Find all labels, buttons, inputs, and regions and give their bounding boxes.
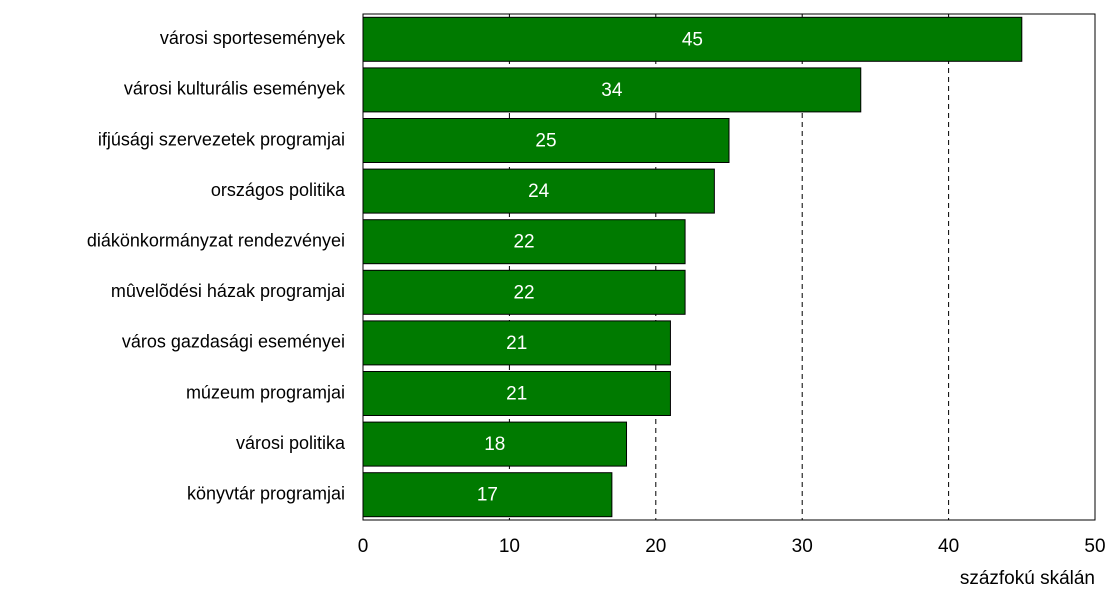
- x-tick-label: 30: [792, 536, 813, 557]
- value-label: 21: [506, 333, 527, 354]
- value-label: 17: [477, 485, 498, 506]
- y-tick-label: könyvtár programjai: [187, 483, 345, 503]
- value-label: 24: [528, 181, 550, 202]
- bar: [362, 371, 671, 416]
- x-tick-label: 0: [358, 536, 369, 557]
- y-tick-label: város gazdasági eseményei: [122, 332, 345, 352]
- y-tick-label: mûvelõdési házak programjai: [111, 281, 345, 301]
- x-tick-label: 10: [499, 536, 520, 557]
- y-tick-label: múzeum programjai: [186, 382, 345, 402]
- x-axis-label: százfokú skálán: [960, 568, 1095, 589]
- x-tick-label: 40: [938, 536, 959, 557]
- value-label: 22: [513, 282, 534, 303]
- plot-frame: [362, 13, 1096, 521]
- bar: [362, 421, 628, 467]
- value-label: 45: [682, 29, 703, 50]
- value-label: 25: [535, 131, 556, 152]
- y-tick-label: városi sportesemények: [160, 28, 346, 48]
- bar: [362, 320, 671, 366]
- value-label: 34: [601, 80, 623, 101]
- value-label: 21: [506, 384, 527, 405]
- bar: [362, 472, 613, 518]
- x-tick-label: 50: [1084, 536, 1105, 557]
- value-label: 18: [484, 434, 505, 455]
- x-tick-label: 20: [645, 536, 666, 557]
- bar: [362, 67, 862, 113]
- value-label: 22: [513, 232, 534, 253]
- bar: [362, 118, 730, 163]
- y-tick-label: városi politika: [236, 433, 346, 453]
- y-tick-label: ifjúsági szervezetek programjai: [98, 129, 345, 149]
- y-tick-label: városi kulturális események: [124, 79, 346, 99]
- y-tick-label: diákönkormányzat rendezvényei: [87, 230, 345, 250]
- y-tick-label: országos politika: [211, 180, 346, 200]
- bar: [362, 16, 1023, 62]
